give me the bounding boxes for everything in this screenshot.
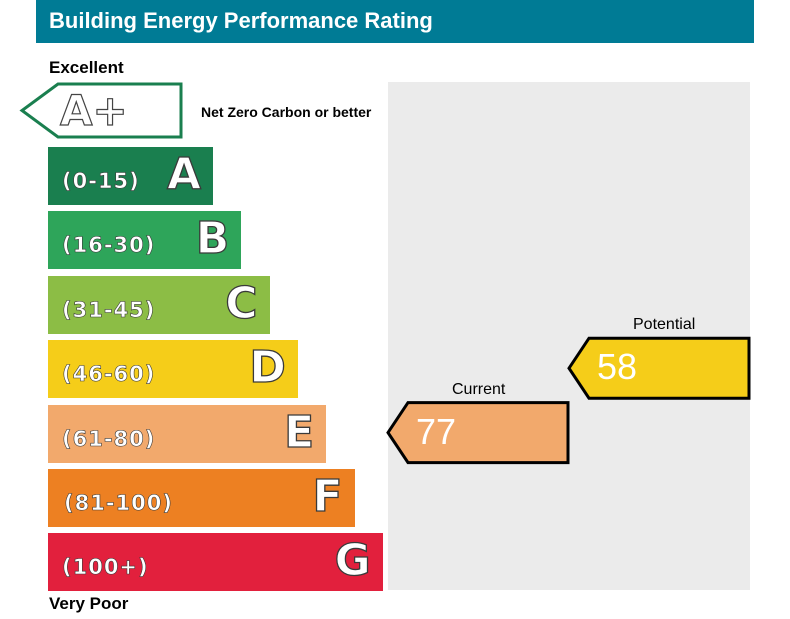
aplus-arrow-shape — [19, 82, 183, 139]
current-rating-value: 77 — [416, 410, 457, 452]
band-f: (81-100) F — [48, 469, 355, 527]
potential-rating-caption: Potential — [633, 316, 696, 334]
band-range-label: (0-15) — [62, 169, 140, 194]
scale-bottom-label: Very Poor — [49, 594, 129, 613]
current-rating-arrow — [386, 401, 570, 465]
potential-rating-value: 58 — [597, 346, 638, 388]
band-e: (61-80) E — [48, 404, 327, 463]
band-letter: C — [225, 277, 259, 329]
band-g: (100+) G — [48, 533, 383, 592]
band-letter: F — [312, 470, 343, 522]
aplus-letter: A+ — [59, 85, 128, 135]
band-letter: G — [334, 535, 371, 587]
band-range-label: (16-30) — [62, 233, 156, 258]
rating-panel — [388, 82, 750, 590]
band-b: (16-30) B — [48, 211, 242, 270]
band-c: (31-45) C — [48, 275, 270, 334]
band-range-label: (81-100) — [64, 491, 173, 516]
potential-rating-arrow — [567, 336, 751, 400]
page-title: Building Energy Performance Rating — [49, 8, 433, 33]
band-a: (0-15) A — [48, 147, 213, 205]
current-rating-caption: Current — [452, 380, 506, 398]
band-range-label: (61-80) — [62, 426, 156, 451]
header-bar: Building Energy Performance Rating — [36, 0, 754, 43]
scale-top-label: Excellent — [49, 58, 124, 77]
band-letter: D — [249, 342, 287, 394]
band-range-label: (46-60) — [62, 362, 156, 387]
band-letter: B — [195, 213, 230, 265]
band-d: (46-60) D — [48, 340, 298, 399]
aplus-note: Net Zero Carbon or better — [201, 104, 372, 120]
band-range-label: (100+) — [62, 555, 149, 580]
band-letter: E — [283, 406, 315, 458]
band-letter: A — [166, 148, 201, 200]
band-range-label: (31-45) — [62, 297, 156, 322]
